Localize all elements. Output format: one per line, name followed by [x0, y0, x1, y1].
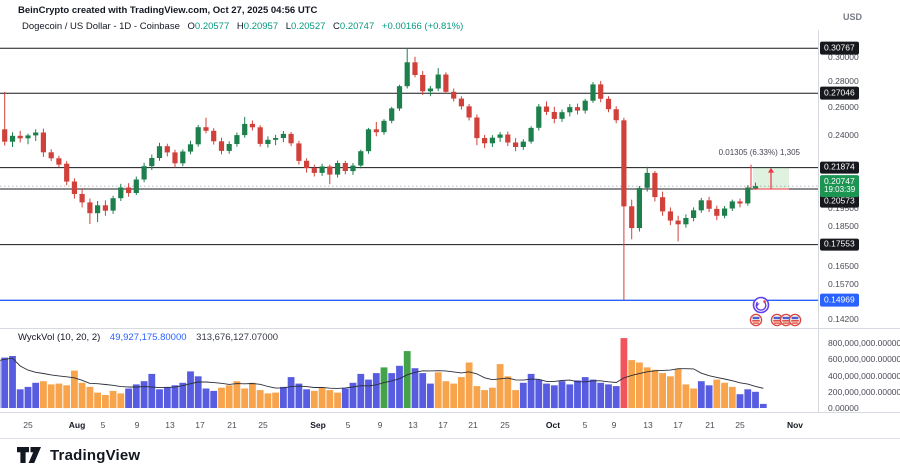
volume-tick-label: 0.00000 [828, 403, 859, 413]
time-axis-label: 9 [134, 420, 140, 430]
time-axis-label: 13 [643, 420, 653, 430]
round-emoji-sticker-icon [749, 313, 763, 327]
price-tick-label: 0.30000 [828, 52, 859, 62]
low-value: 0.20527 [291, 21, 326, 32]
time-axis-label: 9 [611, 420, 617, 430]
footer-bar: TradingView [0, 438, 900, 470]
pane-separators [0, 30, 900, 413]
change-value: +0.00166 (+0.81%) [381, 21, 464, 32]
price-tick-label: 0.19500 [828, 202, 859, 213]
time-axis-label: 5 [100, 420, 106, 430]
price-tick-label: 0.15700 [828, 278, 859, 289]
volume-indicator-row[interactable]: WyckVol (10, 20, 2) 49,927,175.80000 313… [18, 332, 278, 343]
low-label: L [285, 21, 292, 32]
price-tick-label: 0.26000 [828, 102, 859, 113]
indicator-current-volume: 49,927,175.80000 [109, 332, 187, 343]
current-price-badge: 0.20747 19:03:39 [820, 175, 860, 197]
emoji-stickers[interactable] [749, 296, 802, 327]
time-axis-label: 17 [195, 420, 205, 430]
time-axis-label: Nov [786, 420, 804, 430]
time-axis-label: 21 [705, 420, 715, 430]
price-tick-label: 0.24000 [828, 130, 859, 141]
high-label: H [236, 21, 244, 32]
price-tick-label: 0.18500 [828, 221, 859, 232]
spiral-arrow-sticker-icon [752, 296, 770, 314]
time-axis-label: 5 [582, 420, 588, 430]
price-level-badge: 0.27046 [820, 86, 859, 100]
currency-axis-label: USD [843, 12, 863, 22]
time-axis-label: 25 [258, 420, 268, 430]
candlestick-series [2, 48, 759, 301]
measurement-label: 0.01305 (6.33%) 1,305 [718, 148, 800, 157]
high-value: 0.20957 [243, 21, 279, 32]
time-axis-label: 13 [165, 420, 175, 430]
volume-series [0, 338, 767, 409]
bar-countdown-timer: 19:03:39 [824, 185, 856, 195]
blue-line-price-badge: 0.14969 [820, 293, 859, 307]
price-level-badge: 0.21874 [820, 161, 859, 174]
time-axis-label: 25 [500, 420, 510, 430]
price-tick-label: 0.16500 [828, 261, 859, 272]
indicator-name: WyckVol (10, 20, 2) [18, 332, 101, 343]
round-emoji-sticker-icon [788, 313, 802, 327]
volume-tick-label: 800,000,000.00000 [828, 338, 900, 348]
price-tick-label: 0.28000 [828, 76, 859, 87]
close-value: 0.20747 [339, 21, 375, 32]
time-axis-label: 13 [408, 420, 418, 430]
price-level-badge: 0.30767 [820, 41, 859, 55]
measurement-tool[interactable] [750, 164, 789, 190]
time-axis-label: 17 [438, 420, 448, 430]
price-level-badge: 0.17553 [820, 238, 859, 251]
indicator-ma-volume: 313,676,127.07000 [196, 332, 279, 343]
time-axis-label: 25 [23, 420, 33, 430]
symbol-title[interactable]: Dogecoin / US Dollar - 1D - Coinbase [22, 21, 180, 32]
time-axis-label: 25 [735, 420, 745, 430]
close-label: C [333, 21, 340, 32]
time-axis-label: 17 [673, 420, 683, 430]
tradingview-logo-icon[interactable] [16, 444, 42, 466]
open-label: O [187, 21, 195, 32]
time-axis-label: Sep [310, 420, 326, 430]
volume-tick-label: 600,000,000.00000 [828, 354, 900, 365]
open-value: 0.20577 [194, 21, 230, 32]
price-level-badge: 0.20573 [820, 194, 859, 208]
time-axis-label: 21 [227, 420, 237, 430]
time-axis-label: 21 [468, 420, 478, 430]
round-emoji-sticker-icon [779, 313, 793, 327]
attribution-text: BeinCrypto created with TradingView.com,… [18, 5, 318, 16]
time-axis-label: Oct [545, 420, 561, 430]
time-axis-label: 9 [377, 420, 383, 430]
price-tick-label: 0.14200 [828, 313, 859, 324]
footer-brand-text[interactable]: TradingView [50, 446, 141, 464]
volume-tick-label: 400,000,000.00000 [828, 370, 900, 381]
symbol-ohlc-row: Dogecoin / US Dollar - 1D - Coinbase O0.… [22, 21, 463, 32]
time-axis-label: 5 [345, 420, 351, 430]
volume-ma-line [0, 357, 764, 389]
volume-tick-label: 200,000,000.00000 [828, 386, 900, 397]
time-axis-label: Aug [68, 420, 86, 430]
